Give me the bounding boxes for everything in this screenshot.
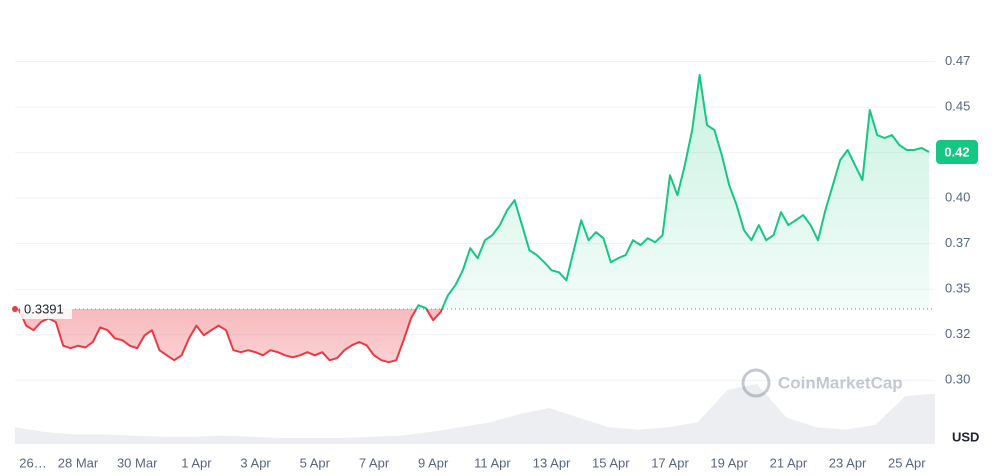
y-tick-label: 0.47 (945, 53, 970, 68)
current-price-badge (936, 140, 978, 165)
baseline-label: 0.3391 (24, 301, 64, 316)
x-tick-label: 28 Mar (58, 455, 99, 470)
baseline-dot (12, 306, 18, 313)
x-tick-label: 9 Apr (418, 455, 449, 470)
current-price-label: 0.42 (944, 144, 969, 159)
x-tick-label: 26… (19, 455, 46, 470)
volume-area (15, 384, 935, 444)
y-tick-label: 0.37 (945, 235, 970, 250)
x-tick-label: 19 Apr (710, 455, 748, 470)
x-tick-label: 21 Apr (770, 455, 808, 470)
x-tick-label: 30 Mar (117, 455, 158, 470)
unit-label: USD (952, 429, 979, 444)
x-tick-label: 13 Apr (533, 455, 571, 470)
x-tick-label: 17 Apr (651, 455, 689, 470)
y-tick-label: 0.45 (945, 99, 970, 114)
watermark: CoinMarketCap (741, 368, 903, 398)
y-tick-label: 0.30 (945, 372, 970, 387)
x-tick-label: 15 Apr (592, 455, 630, 470)
price-area (18, 75, 930, 363)
plot (15, 74, 935, 444)
watermark-text: CoinMarketCap (778, 373, 903, 392)
watermark-logo (741, 368, 771, 398)
x-tick-label: 25 Apr (888, 455, 926, 470)
baseline-label-bg (20, 299, 72, 320)
x-tick-label: 3 Apr (240, 455, 271, 470)
x-tick-label: 5 Apr (300, 455, 331, 470)
x-tick-label: 11 Apr (474, 455, 511, 470)
x-tick-label: 7 Apr (359, 455, 390, 470)
x-tick-label: 23 Apr (829, 455, 867, 470)
y-tick-label: 0.32 (945, 326, 970, 341)
price-line (17, 74, 930, 364)
y-tick-label: 0.35 (945, 281, 970, 296)
y-tick-label: 0.40 (945, 190, 970, 205)
x-tick-label: 1 Apr (181, 455, 212, 470)
